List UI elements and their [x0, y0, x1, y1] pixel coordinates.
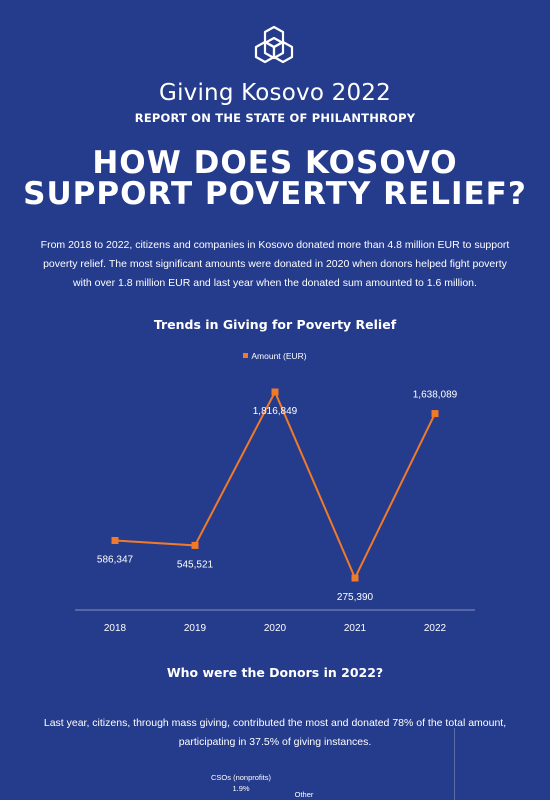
headline-line-1: HOW DOES KOSOVO: [92, 145, 458, 181]
chart-legend: Amount (EUR): [0, 351, 550, 361]
x-tick-label: 2018: [104, 623, 127, 634]
data-label: 275,390: [337, 592, 374, 603]
x-tick-label: 2021: [344, 623, 367, 634]
pie-label-csos-name: CSOs (nonprofits): [210, 773, 272, 782]
x-tick-label: 2022: [424, 623, 447, 634]
data-label: 545,521: [177, 559, 214, 570]
series-line: [114, 389, 436, 581]
legend-swatch: [243, 353, 249, 359]
hexagon-knot-icon: [254, 25, 294, 64]
pie-label-csos-value: 1.9%: [232, 784, 250, 793]
data-point: [351, 574, 359, 582]
data-point: [271, 388, 279, 396]
intro-paragraph: From 2018 to 2022, citizens and companie…: [40, 239, 510, 289]
report-subtitle: REPORT ON THE STATE OF PHILANTHROPY: [134, 111, 416, 125]
pie-divider: [454, 728, 455, 800]
data-point: [111, 536, 119, 544]
data-label: 1,816,849: [253, 406, 298, 417]
legend-label: Amount (EUR): [251, 351, 307, 361]
line-chart: 586,347 2018 545,521 2019 1,816,849 2020 275,3…: [75, 388, 475, 634]
chart-title: Trends in Giving for Poverty Relief: [153, 317, 397, 332]
pie-label-csos: CSOs (nonprofits) 1.9%: [196, 772, 286, 794]
data-label: 586,347: [97, 554, 134, 565]
data-point: [431, 410, 439, 418]
pie-label-other: Other: [294, 790, 314, 799]
data-label: 1,638,089: [413, 390, 458, 401]
x-tick-label: 2019: [184, 623, 207, 634]
data-point: [191, 541, 199, 549]
page-headline: HOW DOES KOSOVO SUPPORT POVERTY RELIEF?: [0, 148, 550, 210]
brand-title: Giving Kosovo 2022: [159, 80, 391, 106]
x-tick-label: 2020: [264, 623, 287, 634]
headline-line-2: SUPPORT POVERTY RELIEF?: [23, 176, 527, 212]
donors-paragraph: Last year, citizens, through mass giving…: [43, 717, 507, 748]
donors-title: Who were the Donors in 2022?: [166, 665, 384, 680]
